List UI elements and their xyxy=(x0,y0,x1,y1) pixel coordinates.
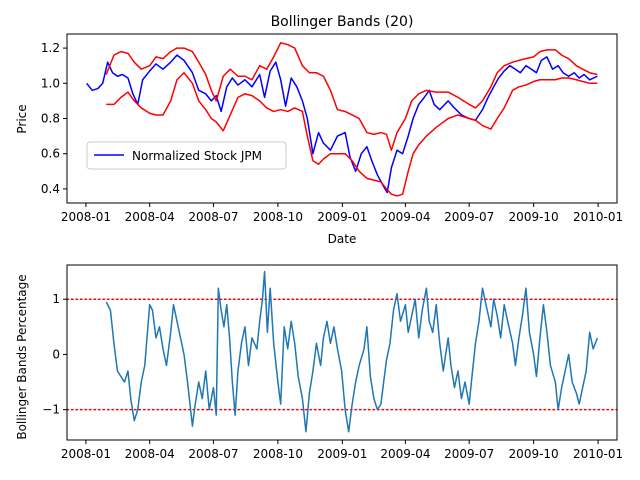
percentage-x-tick-label: 2009-01 xyxy=(317,447,367,461)
price-x-tick-label: 2008-04 xyxy=(125,210,175,224)
percentage-y-tick-label: 0 xyxy=(52,347,60,361)
price-x-tick-label: 2009-10 xyxy=(509,210,559,224)
percentage-panel: 2008-01 2008-04 2008-07 2008-10 2009-01 2009-… xyxy=(15,264,623,461)
price-x-ticks: 2008-01 2008-04 2008-07 2008-10 2009-01 2009-… xyxy=(61,203,623,224)
percentage-x-tick-label: 2009-07 xyxy=(444,447,494,461)
price-x-tick-label: 2008-01 xyxy=(61,210,111,224)
price-x-tick-label: 2010-01 xyxy=(573,210,623,224)
percentage-y-tick-label: 1 xyxy=(52,292,60,306)
percentage-x-ticks: 2008-01 2008-04 2008-07 2008-10 2009-01 2009-… xyxy=(61,440,623,461)
percentage-y-ticks: −1 0 1 xyxy=(42,292,67,417)
price-y-tick-label: 1.2 xyxy=(41,41,60,55)
price-plot-lines xyxy=(86,42,598,197)
legend-entry-stock: Normalized Stock JPM xyxy=(132,149,262,163)
price-series-line-2 xyxy=(106,71,598,197)
percentage-x-tick-label: 2008-01 xyxy=(61,447,111,461)
price-series-line-1 xyxy=(105,42,598,151)
percentage-x-tick-label: 2008-07 xyxy=(188,447,238,461)
price-y-tick-label: 0.6 xyxy=(41,147,60,161)
price-legend: Normalized Stock JPM xyxy=(86,141,287,170)
price-x-tick-label: 2009-07 xyxy=(444,210,494,224)
percentage-x-tick-label: 2009-04 xyxy=(380,447,430,461)
percentage-y-axis-label: Bollinger Bands Percentage xyxy=(15,274,29,439)
price-x-tick-label: 2009-01 xyxy=(317,210,367,224)
percentage-plot-frame xyxy=(66,264,618,441)
price-plot-frame xyxy=(66,33,618,204)
price-x-tick-label: 2008-10 xyxy=(253,210,303,224)
price-y-tick-label: 0.8 xyxy=(41,112,60,126)
percentage-x-tick-label: 2010-01 xyxy=(573,447,623,461)
price-series-line-0 xyxy=(86,54,598,194)
price-y-tick-label: 0.4 xyxy=(41,182,60,196)
percentage-y-tick-label: −1 xyxy=(42,403,60,417)
price-y-tick-label: 1.0 xyxy=(41,76,60,90)
price-panel: Bollinger Bands (20) 2008-01 2008-04 2008-… xyxy=(15,14,623,246)
percentage-x-tick-label: 2008-04 xyxy=(125,447,175,461)
price-y-ticks: 0.4 0.6 0.8 1.0 1.2 xyxy=(41,41,67,196)
price-x-tick-label: 2008-07 xyxy=(188,210,238,224)
price-x-axis-label: Date xyxy=(328,232,357,246)
price-chart-title: Bollinger Bands (20) xyxy=(271,14,414,30)
price-y-axis-label: Price xyxy=(15,104,29,133)
price-x-tick-label: 2009-04 xyxy=(380,210,430,224)
percentage-plot-lines xyxy=(66,270,618,433)
percentage-series-line-0 xyxy=(105,270,599,433)
percentage-x-tick-label: 2008-10 xyxy=(253,447,303,461)
percentage-x-tick-label: 2009-10 xyxy=(509,447,559,461)
legend-box xyxy=(86,141,287,170)
